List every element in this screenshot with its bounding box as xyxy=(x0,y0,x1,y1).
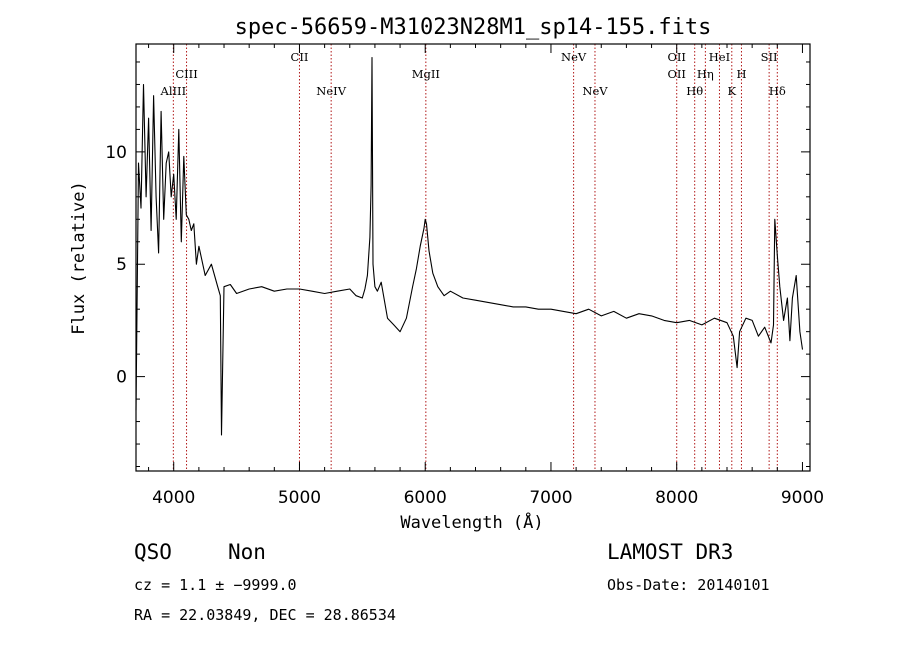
line-label: Hθ xyxy=(686,84,703,98)
x-axis-ticks: 4000 5000 6000 7000 8000 9000 xyxy=(148,44,824,508)
line-label: NeIV xyxy=(316,84,346,98)
line-label: K xyxy=(727,84,736,98)
x-tick-label: 8000 xyxy=(655,488,698,508)
line-label: CIII xyxy=(175,67,197,81)
y-tick-label: 10 xyxy=(105,143,127,163)
x-tick-label: 6000 xyxy=(404,488,447,508)
survey-name: LAMOST DR3 xyxy=(607,540,733,564)
line-label: AlIII xyxy=(160,84,187,98)
emission-line-labels: AlIIICIIICIINeIVMgIINeVNeVOIIOIIHθHηHeIK… xyxy=(160,50,786,98)
x-tick-label: 4000 xyxy=(152,488,195,508)
line-label: MgII xyxy=(412,67,440,81)
line-label: NeV xyxy=(582,84,608,98)
coordinates: RA = 22.03849, DEC = 28.86534 xyxy=(134,606,396,624)
spectrum-series-line xyxy=(135,56,804,436)
object-subclass: Non xyxy=(228,540,266,564)
plot-frame xyxy=(135,43,811,472)
x-tick-label: 7000 xyxy=(529,488,572,508)
emission-line-markers xyxy=(172,44,778,471)
line-label: NeV xyxy=(561,50,587,64)
line-label: Hδ xyxy=(769,84,786,98)
line-label: OII xyxy=(667,67,686,81)
line-label: H xyxy=(736,67,746,81)
y-tick-label: 0 xyxy=(116,368,127,388)
line-label: CII xyxy=(291,50,309,64)
y-axis-label: Flux (relative) xyxy=(69,181,89,335)
chart-title: spec-56659-M31023N28M1_sp14-155.fits xyxy=(235,15,712,40)
line-label: Hη xyxy=(697,67,714,81)
obs-date: Obs-Date: 20140101 xyxy=(607,576,770,594)
x-tick-label: 9000 xyxy=(781,488,824,508)
line-label: SII xyxy=(761,50,778,64)
y-axis-ticks: 0 5 10 xyxy=(105,61,810,468)
line-label: HeI xyxy=(709,50,730,64)
cz-value: cz = 1.1 ± −9999.0 xyxy=(134,576,297,594)
line-label: OII xyxy=(667,50,686,64)
x-axis-label: Wavelength (Å) xyxy=(400,511,543,533)
x-tick-label: 5000 xyxy=(278,488,321,508)
object-class: QSO xyxy=(134,540,172,564)
y-tick-label: 5 xyxy=(116,255,127,275)
